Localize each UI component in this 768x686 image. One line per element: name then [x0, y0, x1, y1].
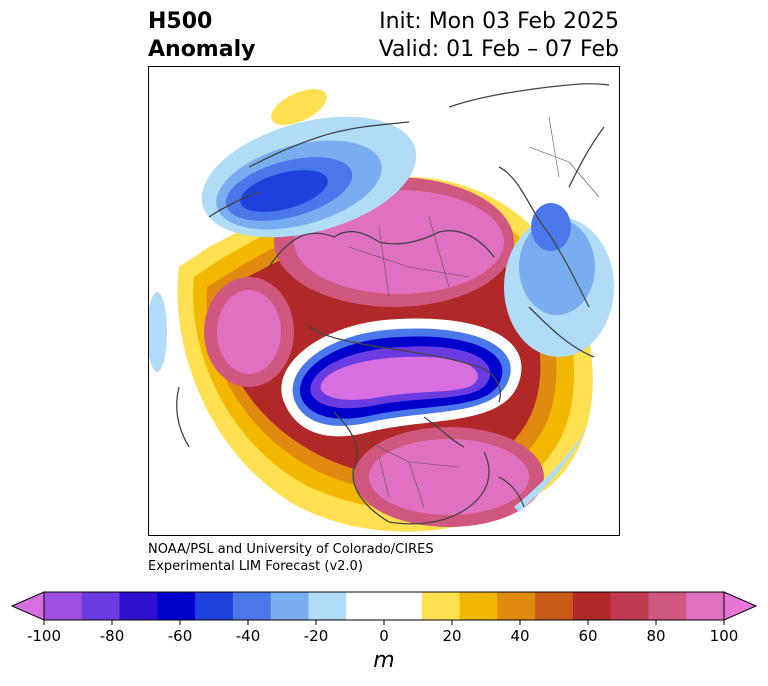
date-block: Init: Mon 03 Feb 2025 Valid: 01 Feb – 07… — [379, 8, 619, 64]
colorbar-tick-label: -100 — [26, 627, 62, 645]
map-panel — [148, 66, 620, 536]
colorbar-bin — [572, 592, 612, 620]
colorbar-bin — [346, 592, 385, 620]
colorbar-over-arrow — [723, 591, 758, 621]
colorbar-bin — [384, 592, 423, 620]
colorbar-bin — [648, 592, 687, 620]
colorbar-bin — [270, 592, 309, 620]
ridge-lobes — [204, 177, 544, 527]
colorbar-tick-label: 60 — [578, 627, 598, 645]
colorbar-tick-label: 40 — [510, 627, 530, 645]
colorbar-bin — [308, 592, 347, 620]
minor-anomalies — [149, 89, 589, 512]
colorbar-unit: m — [373, 648, 395, 673]
colorbar-ticks — [43, 620, 725, 625]
trough-band — [281, 318, 522, 437]
anomaly-map — [149, 83, 614, 532]
init-date: Init: Mon 03 Feb 2025 — [379, 9, 619, 34]
colorbar-bin — [421, 592, 461, 620]
coastlines — [176, 83, 610, 525]
colorbar-bin — [497, 592, 536, 620]
colorbar-bin — [195, 592, 234, 620]
colorbar-bin — [157, 592, 196, 620]
title-block: H500 Anomaly — [148, 8, 255, 64]
colorbar-bin — [686, 592, 725, 620]
borders — [348, 116, 600, 508]
colorbar-bin — [81, 592, 121, 620]
colorbar-bin — [119, 592, 158, 620]
colorbar-bin — [610, 592, 649, 620]
colorbar-bin — [232, 592, 272, 620]
east-trough — [504, 203, 614, 357]
colorbar-bin — [535, 592, 574, 620]
credit-line-1: NOAA/PSL and University of Colorado/CIRE… — [148, 542, 434, 557]
colorbar-bin — [459, 592, 498, 620]
title-variable: H500 — [148, 9, 213, 34]
colorbar-tick-label: -80 — [99, 627, 125, 645]
credit-line-2: Experimental LIM Forecast (v2.0) — [148, 559, 363, 574]
colorbar — [10, 591, 758, 625]
colorbar-tick-label: 0 — [379, 627, 389, 645]
title-anomaly: Anomaly — [148, 37, 256, 62]
colorbar-tick-label: 20 — [442, 627, 462, 645]
valid-range: Valid: 01 Feb – 07 Feb — [378, 37, 619, 62]
colorbar-bin — [44, 592, 83, 620]
colorbar-bins — [44, 592, 725, 620]
credit-block: NOAA/PSL and University of Colorado/CIRE… — [148, 541, 434, 575]
west-trough — [201, 116, 417, 238]
colorbar-tick-label: -60 — [167, 627, 193, 645]
colorbar-tick-label: -20 — [303, 627, 329, 645]
colorbar-under-arrow — [10, 591, 45, 621]
colorbar-tick-label: 100 — [709, 627, 739, 645]
colorbar-tick-label: 80 — [646, 627, 666, 645]
colorbar-tick-label: -40 — [235, 627, 261, 645]
